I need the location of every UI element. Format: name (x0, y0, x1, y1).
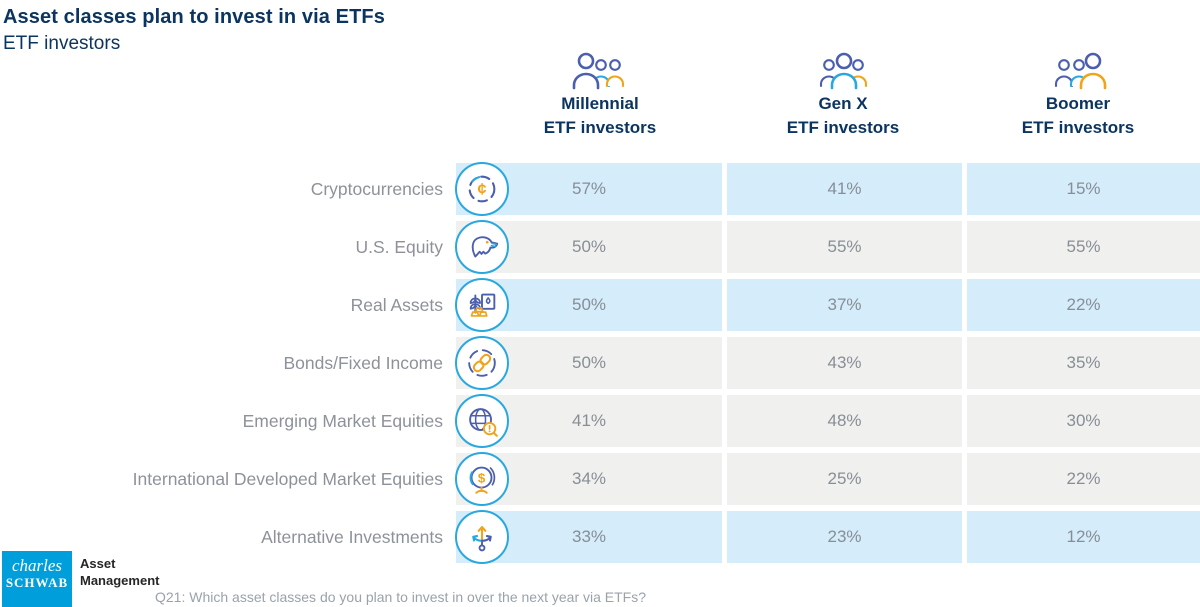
percentage-value: 41% (571, 411, 607, 430)
percentage-value: 25% (827, 469, 862, 488)
chain-link-icon (455, 336, 509, 390)
row-label: Alternative Investments (261, 527, 443, 547)
value-cell: 48% (727, 395, 962, 447)
globe-magnifier-icon (455, 394, 509, 448)
column-header-millennial: Millennial ETF investors (490, 50, 710, 140)
svg-text:$: $ (478, 470, 486, 485)
percentage-value: 23% (827, 527, 862, 546)
percentage-value: 55% (827, 237, 862, 256)
branching-arrows-icon (455, 510, 509, 564)
percentage-value: 35% (1066, 353, 1101, 372)
column-header-genx: Gen X ETF investors (733, 50, 953, 140)
value-cell: 12% (967, 511, 1200, 563)
svg-text:¢: ¢ (478, 181, 487, 199)
value-cell: 25% (727, 453, 962, 505)
table-row: Cryptocurrencies 57% 41% 15% ¢ (0, 162, 1200, 216)
value-cell: 55% (727, 221, 962, 273)
table-row: U.S. Equity 50% 55% 55% (0, 220, 1200, 274)
percentage-value: 50% (571, 237, 607, 256)
value-cell: 22% (967, 453, 1200, 505)
row-label: U.S. Equity (355, 237, 443, 257)
percentage-value: 48% (827, 411, 862, 430)
table-row: International Developed Market Equities 3… (0, 452, 1200, 506)
table-row: Alternative Investments 33% 23% 12% (0, 510, 1200, 564)
column-header-boomer: Boomer ETF investors (968, 50, 1188, 140)
column-label: ETF investors (543, 118, 657, 137)
value-cell: 41% (727, 163, 962, 215)
page-subtitle: ETF investors (3, 33, 121, 54)
percentage-value: 50% (571, 353, 607, 372)
value-cell: 30% (967, 395, 1200, 447)
percentage-value: 30% (1066, 411, 1101, 430)
column-label: Gen X (818, 94, 868, 113)
percentage-value: 15% (1066, 179, 1101, 198)
table-row: Real Assets 50% 37% 22% (0, 278, 1200, 332)
table-row: Bonds/Fixed Income 50% 43% 35% (0, 336, 1200, 390)
row-label: Emerging Market Equities (242, 411, 443, 431)
value-cell: 35% (967, 337, 1200, 389)
percentage-value: 22% (1066, 295, 1101, 314)
percentage-value: 22% (1066, 469, 1101, 488)
genx-group-icon (733, 50, 953, 92)
percentage-value: 50% (571, 295, 607, 314)
percentage-value: 41% (827, 179, 862, 198)
column-label: ETF investors (1021, 118, 1135, 137)
percentage-value: 33% (571, 527, 607, 546)
globe-dollar-icon: $ (455, 452, 509, 506)
table-row: Emerging Market Equities 41% 48% 30% (0, 394, 1200, 448)
percentage-value: 57% (571, 179, 607, 198)
row-label: Cryptocurrencies (310, 179, 443, 199)
row-label: International Developed Market Equities (132, 469, 443, 489)
value-cell: 43% (727, 337, 962, 389)
boomer-group-icon (968, 50, 1188, 92)
page-title: Asset classes plan to invest in via ETFs (3, 6, 385, 28)
logo-schwab-text: SCHWAB (5, 575, 69, 590)
value-cell: 22% (967, 279, 1200, 331)
row-label: Bonds/Fixed Income (283, 353, 443, 373)
column-label: Boomer (1045, 94, 1111, 113)
row-label: Real Assets (350, 295, 443, 315)
percentage-value: 34% (571, 469, 607, 488)
value-cell: 37% (727, 279, 962, 331)
column-label: Millennial (561, 94, 639, 113)
cryptocurrency-icon: ¢ (455, 162, 509, 216)
percentage-value: 43% (827, 353, 862, 372)
percentage-value: 55% (1066, 237, 1101, 256)
value-cell: 55% (967, 221, 1200, 273)
percentage-value: 37% (827, 295, 862, 314)
logo-charles-text: charles (11, 556, 63, 575)
eagle-icon (455, 220, 509, 274)
real-assets-icon (455, 278, 509, 332)
value-cell: 15% (967, 163, 1200, 215)
millennial-group-icon (490, 50, 710, 92)
asset-management-label: Asset Management (80, 556, 160, 588)
percentage-value: 12% (1066, 527, 1101, 546)
survey-question-note: Q21: Which asset classes do you plan to … (155, 589, 647, 605)
column-label: ETF investors (786, 118, 900, 137)
charles-schwab-logo: charles SCHWAB (2, 551, 72, 607)
value-cell: 23% (727, 511, 962, 563)
